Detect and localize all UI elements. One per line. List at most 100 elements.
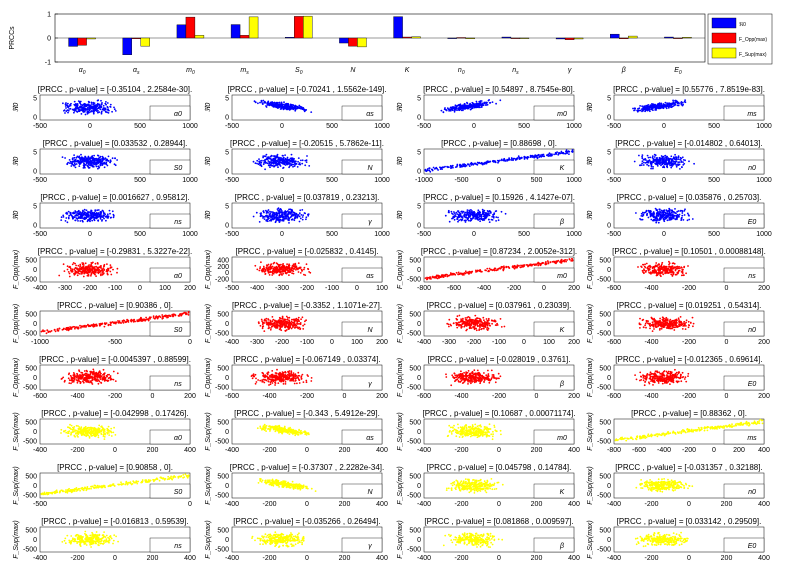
- scatter-point: [454, 166, 457, 169]
- scatter-point: [172, 314, 174, 317]
- scatter-panel: [PRCC , p-value] = [0.55776 , 7.8519e-83…: [586, 85, 772, 130]
- panel-ylabel: F_Opp(max): [397, 250, 404, 289]
- scatter-point: [475, 217, 478, 220]
- scatter-point: [269, 166, 271, 169]
- scatter-point: [103, 265, 105, 268]
- scatter-point: [565, 260, 567, 263]
- scatter-point: [681, 212, 684, 214]
- param-box: [149, 267, 191, 283]
- scatter-point: [139, 318, 142, 321]
- scatter-panel-grid: [PRCC , p-value] = [-0.35104 , 2.2584e-3…: [12, 85, 772, 562]
- scatter-point: [463, 103, 466, 105]
- scatter-point: [301, 269, 303, 272]
- scatter-point: [497, 161, 499, 164]
- scatter-point: [141, 320, 143, 322]
- scatter-point: [295, 215, 297, 218]
- scatter-point: [62, 102, 64, 105]
- scatter-point: [461, 165, 464, 168]
- scatter-point: [69, 107, 72, 110]
- scatter-point: [278, 216, 281, 219]
- panel-ylabel: ℜ0: [586, 157, 594, 167]
- scatter-point: [521, 266, 523, 268]
- scatter-point: [637, 107, 639, 110]
- scatter-point: [82, 107, 84, 110]
- scatter-point: [665, 156, 668, 158]
- scatter-point: [292, 270, 295, 273]
- bar-category-label: β: [621, 67, 626, 74]
- bar-category-label: α0: [79, 67, 86, 76]
- scatter-point: [102, 216, 104, 219]
- scatter-point: [446, 274, 448, 276]
- scatter-point: [646, 214, 648, 217]
- scatter-point: [289, 208, 292, 211]
- scatter-point: [264, 270, 267, 272]
- scatter-point: [273, 159, 276, 162]
- scatter-point: [680, 274, 683, 277]
- scatter-point: [479, 100, 482, 102]
- scatter-point: [429, 276, 432, 278]
- panel-xtick-label: -500: [454, 177, 468, 184]
- scatter-point: [266, 162, 269, 165]
- scatter-point: [288, 159, 291, 162]
- scatter-point: [670, 106, 673, 109]
- scatter-point: [68, 162, 71, 165]
- scatter-point: [261, 159, 263, 162]
- bar-0-8: [501, 36, 512, 39]
- panel-xtick-label: 0: [88, 123, 92, 130]
- scatter-point: [492, 269, 495, 271]
- scatter-point: [657, 273, 660, 275]
- scatter-point: [465, 105, 467, 108]
- scatter-point: [81, 263, 84, 266]
- panel-xtick-label: -500: [225, 123, 239, 130]
- scatter-point: [302, 328, 305, 330]
- scatter-point: [297, 318, 299, 321]
- scatter-point: [101, 323, 103, 325]
- scatter-point: [664, 161, 667, 164]
- scatter-point: [78, 162, 80, 164]
- panel-ylabel: ℜ0: [586, 211, 594, 221]
- scatter-point: [75, 326, 78, 328]
- panel-ytick-label: 0: [417, 169, 421, 176]
- scatter-point: [516, 264, 519, 267]
- scatter-point: [497, 216, 499, 219]
- scatter-point: [643, 265, 646, 268]
- panel-xtick-label: -500: [417, 123, 431, 130]
- scatter-point: [269, 268, 272, 270]
- panel-xtick-label: 200: [568, 285, 580, 292]
- scatter-point: [424, 277, 427, 279]
- scatter-point: [282, 108, 285, 111]
- panel-title: [PRCC , p-value] = [0.90386 , 0].: [57, 301, 173, 310]
- scatter-point: [479, 220, 481, 223]
- scatter-point: [665, 265, 668, 268]
- scatter-panel: [PRCC , p-value] = [0.87234 , 2.0052e-31…: [397, 247, 580, 292]
- scatter-point: [677, 271, 680, 273]
- scatter-point: [305, 216, 308, 219]
- scatter-point: [100, 110, 103, 113]
- scatter-point: [92, 112, 95, 115]
- scatter-point: [656, 218, 659, 221]
- scatter-point: [103, 109, 105, 112]
- scatter-point: [68, 266, 71, 269]
- scatter-point: [66, 211, 68, 214]
- scatter-point: [280, 104, 283, 107]
- panel-xtick-label: 100: [159, 285, 171, 292]
- scatter-point: [470, 107, 473, 110]
- scatter-point: [456, 210, 459, 213]
- scatter-point: [292, 106, 295, 109]
- scatter-point: [496, 159, 499, 162]
- scatter-point: [80, 326, 82, 329]
- scatter-point: [653, 156, 656, 158]
- panel-title: [PRCC , p-value] = [0.0016627 , 0.95812]…: [40, 193, 189, 202]
- scatter-point: [466, 104, 469, 107]
- panel-title: [PRCC , p-value] = [0.033532 , 0.28944].: [43, 139, 188, 148]
- param-box: [723, 159, 765, 175]
- scatter-point: [502, 268, 505, 271]
- scatter-point: [103, 322, 106, 325]
- scatter-point: [662, 215, 665, 218]
- scatter-point: [660, 103, 663, 106]
- scatter-point: [270, 219, 273, 222]
- scatter-point: [663, 103, 666, 106]
- scatter-point: [516, 266, 518, 269]
- scatter-point: [262, 217, 264, 219]
- param-label: β: [559, 219, 564, 226]
